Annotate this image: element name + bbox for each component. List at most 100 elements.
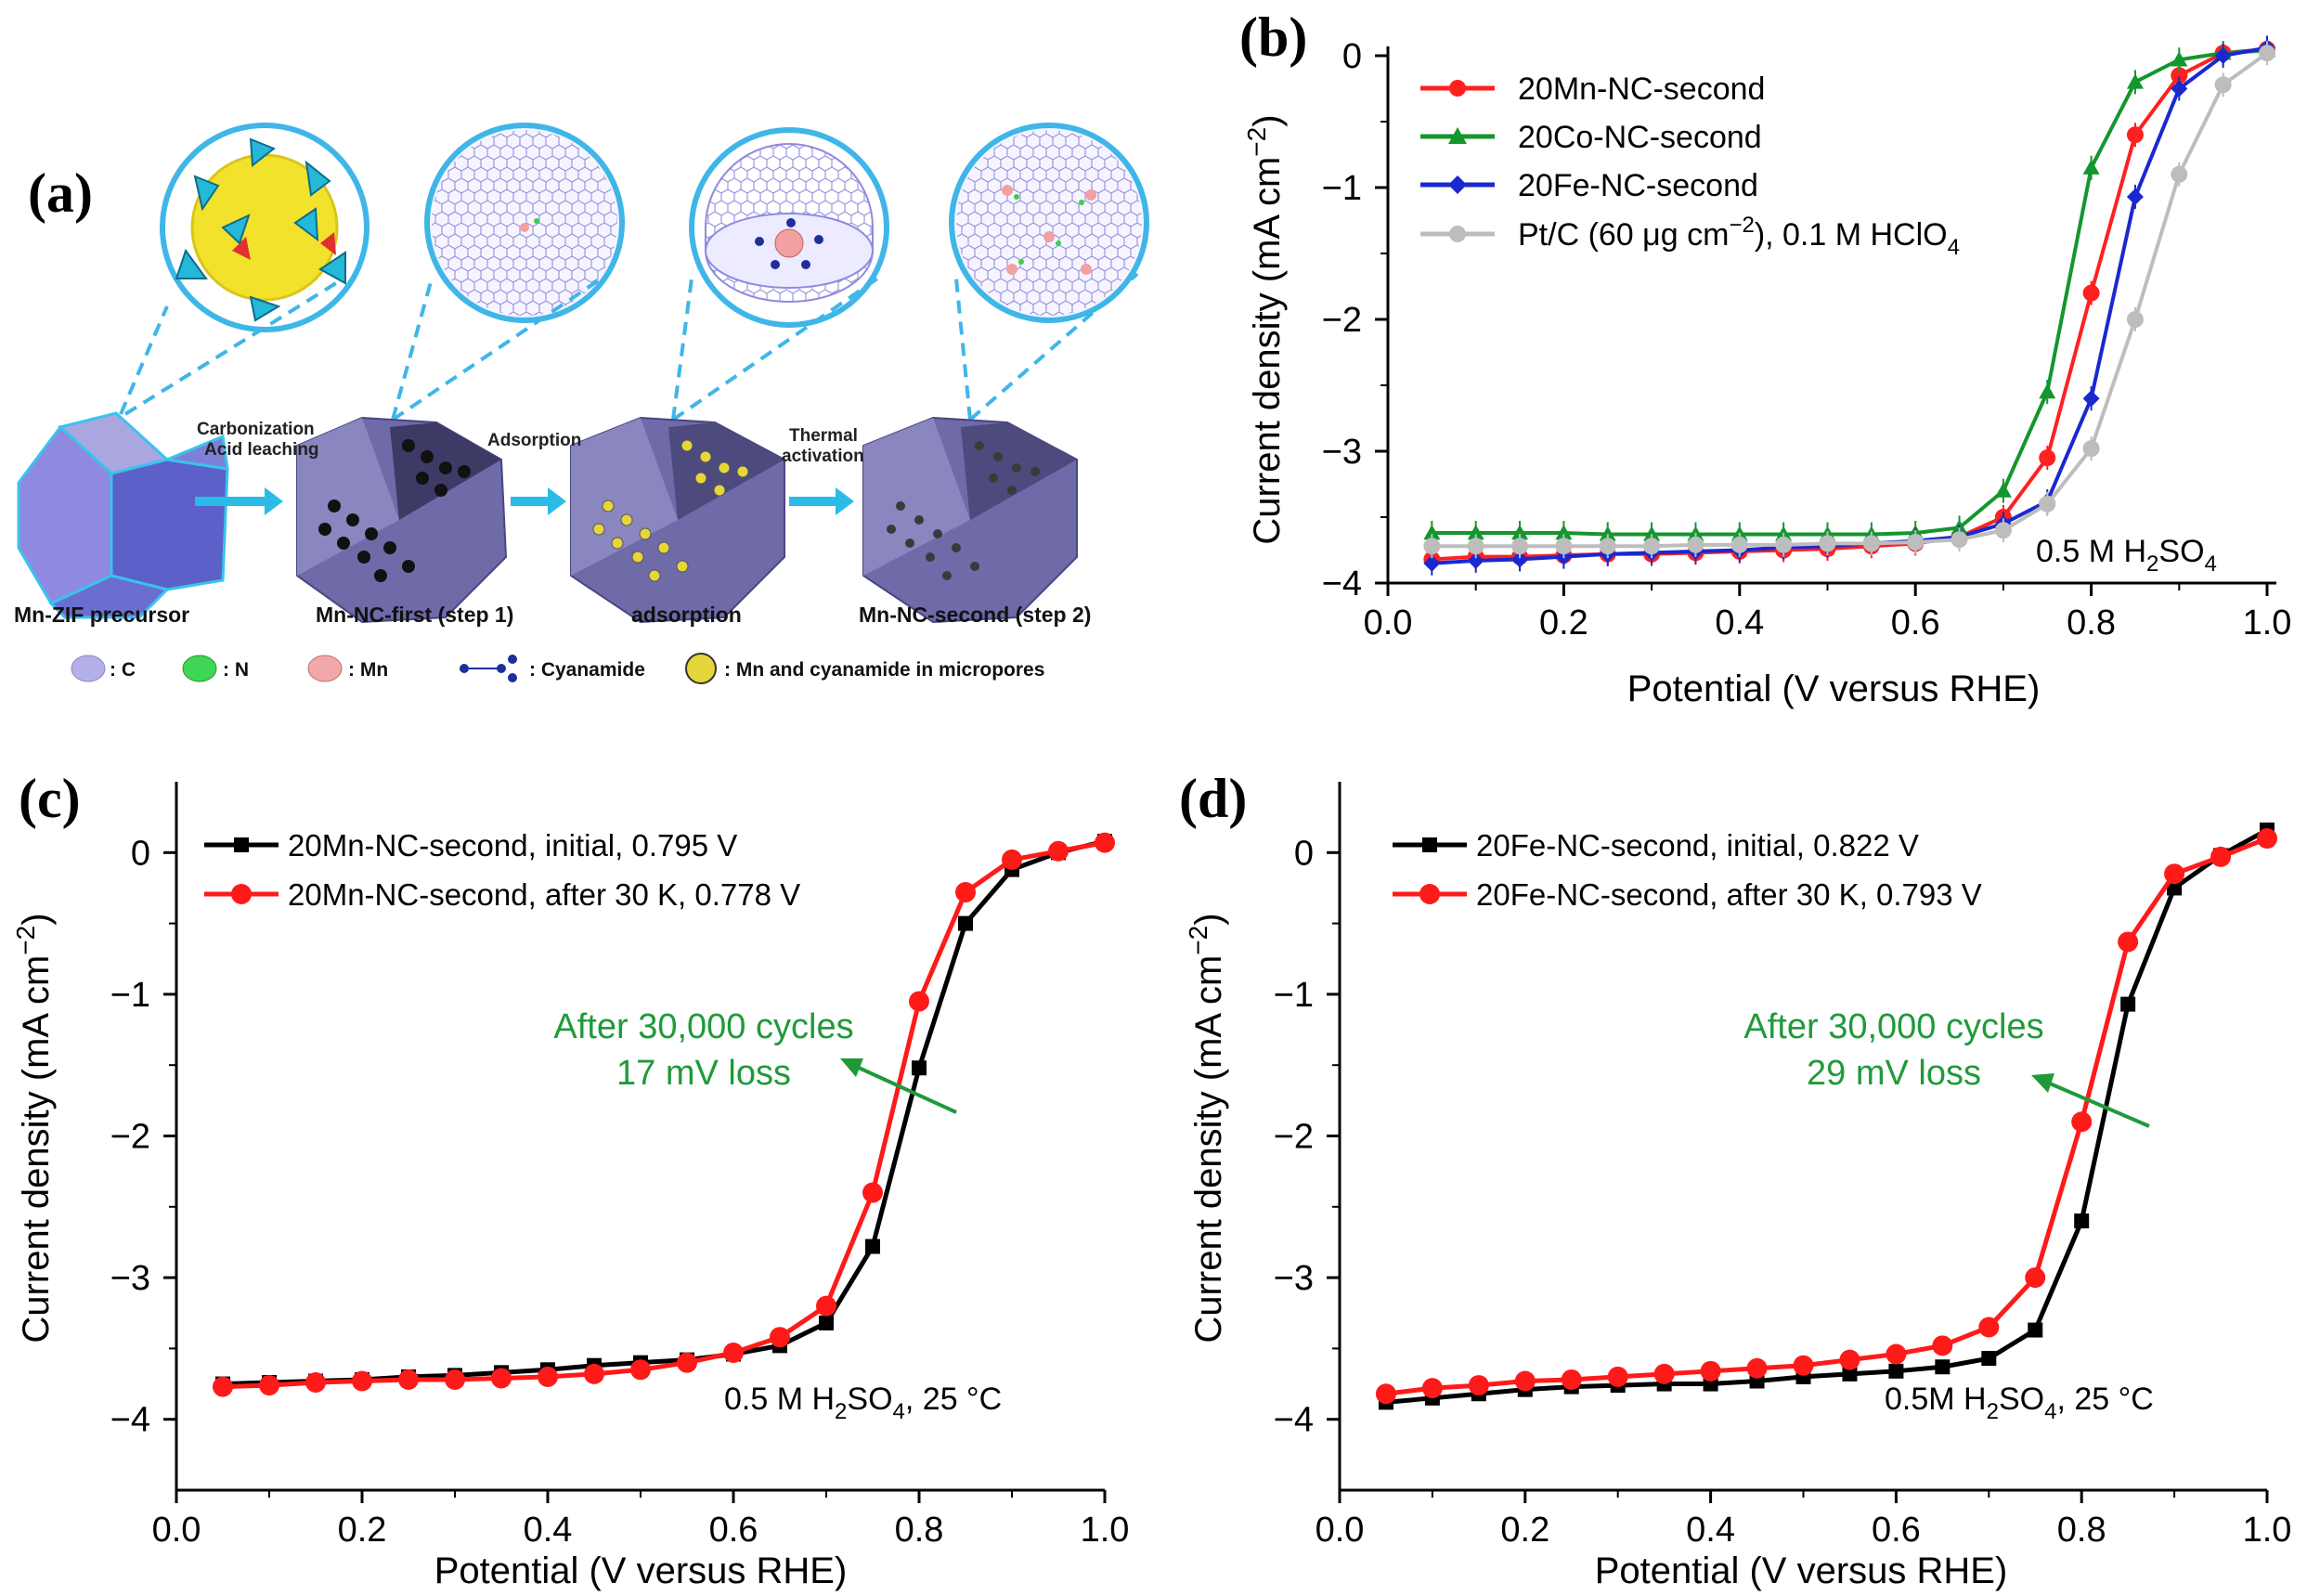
plot-d-area: 0.0 0.2 0.4 0.6 0.8 1.0 0 −1 −2 −3 −4 [1274,782,2291,1550]
data-point [398,1369,419,1390]
y-tick-label: 0 [1342,37,1362,76]
panel-c-label: (c) [19,768,81,829]
x-tick-label: 1.0 [1081,1511,1130,1550]
panel-a-label: (a) [28,162,93,224]
x-tick-label: 1.0 [2243,603,2292,642]
x-tick-label: 0.8 [2067,603,2116,642]
series-line-0 [1385,827,2269,1405]
data-point [1978,1317,2000,1338]
data-point [2028,1322,2043,1338]
legend-label-initial: 20Fe-NC-second, initial, 0.822 V [1476,828,1919,863]
data-point [1421,1378,1443,1399]
zoom-lines [119,272,1139,422]
data-point [1981,1351,1997,1367]
data-point [2071,1111,2093,1133]
data-point [538,1366,558,1387]
data-point [352,1370,372,1392]
step-adsorption: Adsorption [487,431,581,450]
panel-c-condition: 0.5 M H2SO4, 25 °C [724,1382,1002,1424]
legend-label-co: 20Co-NC-second [1518,120,1762,155]
x-tick-label: 0.8 [895,1511,944,1550]
data-point [1095,832,1115,853]
y-tick-label: −4 [1322,564,1362,603]
legend-label-after: 20Mn-NC-second, after 30 K, 0.778 V [288,877,800,912]
panel-b-legend: 20Mn-NC-second 20Co-NC-second 20Fe-NC-se… [1420,71,1960,260]
data-point [1561,1369,1582,1390]
panel-c-annotation-line1: After 30,000 cycles [553,1007,853,1046]
panel-b-chart: (b) 0.0 0.2 0.4 0.6 0.8 1.0 0 −1 −2 −3 −4 Potentia… [1239,6,2291,709]
zif-precursor-polyhedron [17,411,229,619]
y-tick-label: −2 [1274,1118,1314,1157]
panel-c-annotation-line2: 17 mV loss [616,1054,791,1093]
legend-marker-after [1419,884,1440,904]
data-point [1886,1343,1907,1365]
legend-marker-after [231,884,252,904]
zoom-circle-second [949,123,1149,323]
data-point [1468,1375,1489,1396]
x-tick-label: 0.2 [1500,1511,1549,1550]
panel-c-annotation-arrow [840,1058,957,1114]
mn-nc-first-polyhedron [296,416,508,624]
data-point [2257,828,2277,850]
data-point [2210,846,2232,867]
data-point [1935,1359,1951,1375]
stage-name-second: Mn-NC-second (step 2) [859,603,1091,627]
data-point [1746,1357,1768,1379]
data-point [1653,1363,1675,1384]
key-nitrogen: : N [223,659,249,681]
data-point [2118,931,2139,953]
panel-d-ylabel: Current density (mA cm−2) [1184,913,1229,1343]
y-tick-label: −4 [1274,1401,1314,1440]
y-tick-label: −1 [110,976,150,1015]
y-tick-label: −2 [110,1118,150,1157]
mn-nc-second-polyhedron [862,416,1078,624]
data-point [2074,1213,2090,1229]
data-point [305,1372,326,1394]
panel-d-legend: 20Fe-NC-second, initial, 0.822 V 20Fe-NC… [1393,828,1982,912]
legend-marker-initial [1422,837,1437,852]
key-manganese: : Mn [348,659,388,681]
series-line-1 [1432,48,2268,537]
data-point [1514,1370,1536,1392]
legend-label-mn: 20Mn-NC-second [1518,71,1765,107]
step-activation: activation [782,447,864,466]
y-tick-label: −2 [1322,301,1362,340]
data-point [213,1376,233,1397]
x-tick-label: 0.6 [1891,603,1940,642]
y-tick-label: −1 [1274,976,1314,1015]
data-point [2164,863,2185,885]
y-tick-label: −3 [1322,433,1362,472]
data-point [865,1239,880,1254]
data-point [2120,996,2136,1012]
data-point [1839,1349,1860,1370]
x-tick-label: 0.4 [524,1511,573,1550]
panel-b-xlabel: Potential (V versus RHE) [1627,668,2041,709]
data-point [491,1368,512,1389]
x-tick-label: 0.6 [709,1511,758,1550]
data-point [862,1182,883,1203]
legend-label-fe: 20Fe-NC-second [1518,168,1758,203]
key-carbon: : C [110,659,136,681]
panel-d-xlabel: Potential (V versus RHE) [1595,1551,2008,1591]
panel-a-schematic: (a) [14,123,1149,684]
data-point [1842,1366,1858,1382]
panel-c-xlabel: Potential (V versus RHE) [434,1551,848,1591]
y-tick-label: −1 [1322,169,1362,208]
data-point [1375,1383,1396,1405]
data-point [2167,880,2183,896]
y-tick-label: −3 [1274,1259,1314,1298]
data-point [816,1295,836,1317]
x-tick-label: 0.0 [152,1511,201,1550]
plot-c-area: 0.0 0.2 0.4 0.6 0.8 1.0 0 −1 −2 −3 −4 [110,782,1130,1550]
legend-label-after: 20Fe-NC-second, after 30 K, 0.793 V [1476,877,1982,912]
panel-d-annotation-line1: After 30,000 cycles [1743,1007,2043,1046]
panel-d-annotation-line2: 29 mV loss [1807,1054,1981,1093]
legend-marker-fe [1448,175,1467,194]
data-point [770,1327,790,1348]
series-line-1 [1385,836,2268,1396]
x-tick-label: 0.4 [1686,1511,1735,1550]
data-point [909,991,929,1012]
panel-c-legend: 20Mn-NC-second, initial, 0.795 V 20Mn-NC… [204,828,800,912]
panel-d-chart: (d) 0.0 0.2 0.4 0.6 0.8 1.0 0 −1 −2 −3 −4 Potentia… [1179,768,2291,1591]
